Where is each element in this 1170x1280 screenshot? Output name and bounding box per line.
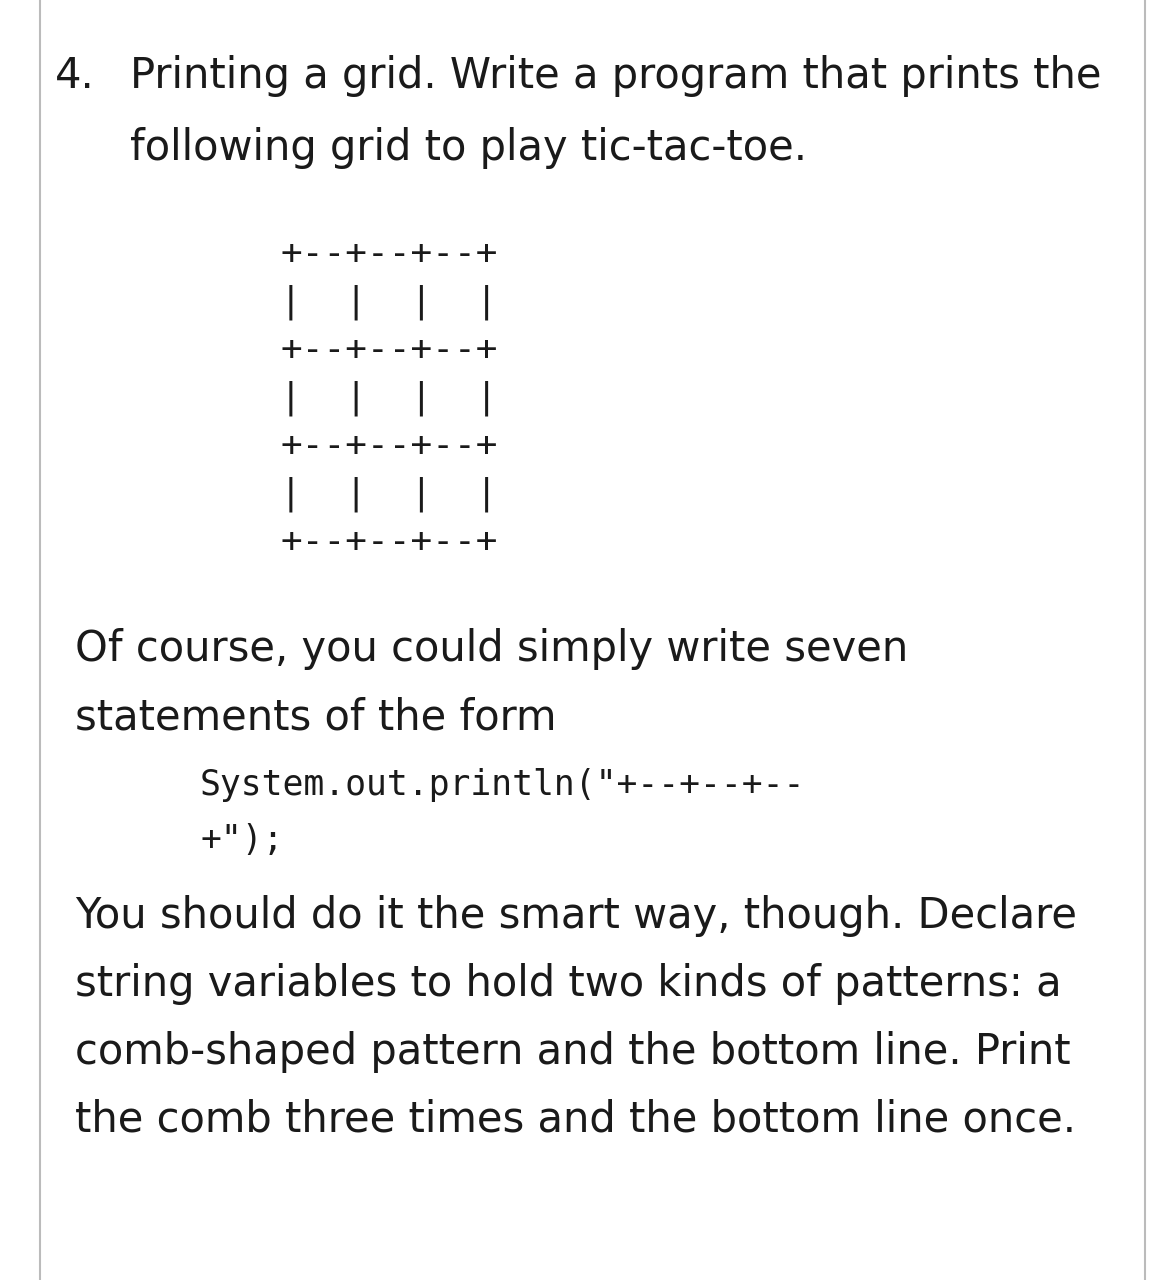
Text: Of course, you could simply write seven: Of course, you could simply write seven	[75, 628, 908, 669]
Text: +--+--+--+: +--+--+--+	[280, 429, 497, 463]
Text: +--+--+--+: +--+--+--+	[280, 333, 497, 367]
Text: statements of the form: statements of the form	[75, 696, 557, 739]
Text: Printing a grid. Write a program that prints the: Printing a grid. Write a program that pr…	[130, 55, 1101, 97]
Text: comb-shaped pattern and the bottom line. Print: comb-shaped pattern and the bottom line.…	[75, 1030, 1071, 1073]
Text: +");: +");	[200, 823, 283, 858]
Text: the comb three times and the bottom line once.: the comb three times and the bottom line…	[75, 1100, 1076, 1140]
Text: following grid to play tic-tac-toe.: following grid to play tic-tac-toe.	[130, 127, 807, 169]
Text: +--+--+--+: +--+--+--+	[280, 525, 497, 559]
Text: |  |  |  |: | | | |	[280, 381, 497, 416]
Text: string variables to hold two kinds of patterns: a: string variables to hold two kinds of pa…	[75, 963, 1061, 1005]
Text: |  |  |  |: | | | |	[280, 285, 497, 320]
Text: +--+--+--+: +--+--+--+	[280, 237, 497, 271]
Text: 4.: 4.	[55, 55, 95, 97]
Text: You should do it the smart way, though. Declare: You should do it the smart way, though. …	[75, 895, 1078, 937]
Text: System.out.println("+--+--+--: System.out.println("+--+--+--	[200, 768, 805, 803]
Text: |  |  |  |: | | | |	[280, 477, 497, 512]
